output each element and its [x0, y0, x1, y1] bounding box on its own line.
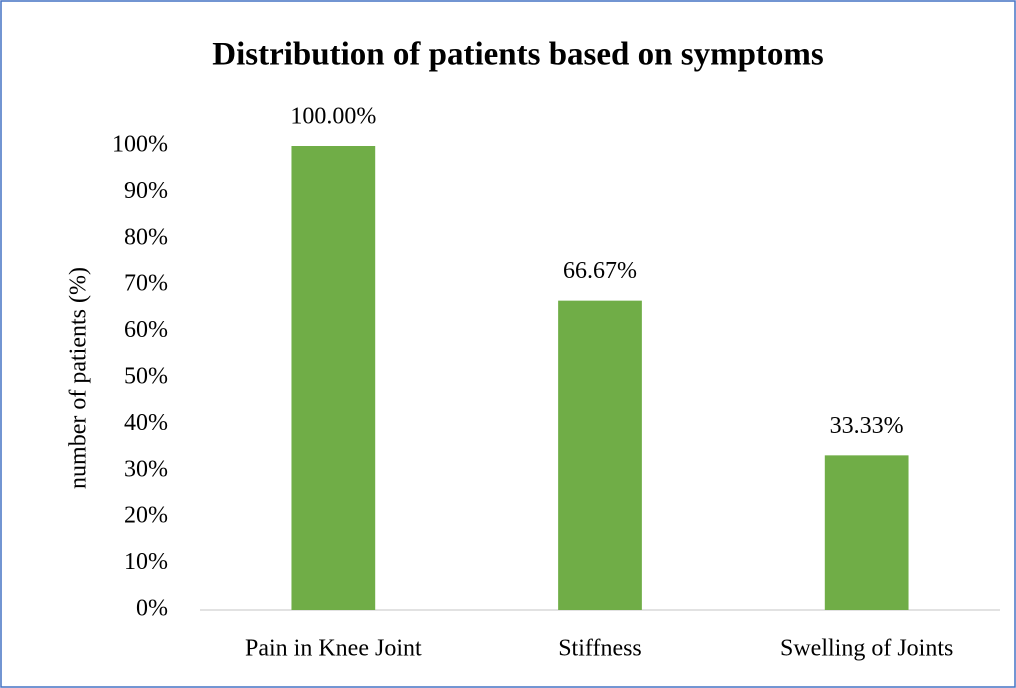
bar [558, 300, 642, 610]
y-tick-label: 10% [124, 549, 168, 575]
y-tick-label: 70% [124, 271, 168, 297]
y-tick-label: 30% [124, 456, 168, 482]
y-tick-label: 20% [124, 503, 168, 529]
y-tick-label: 80% [124, 224, 168, 250]
y-tick-label: 90% [124, 178, 168, 204]
y-tick-label: 50% [124, 364, 168, 390]
x-tick-label: Swelling of Joints [780, 636, 953, 662]
chart-title: Distribution of patients based on sympto… [212, 37, 824, 73]
x-tick-label: Stiffness [558, 636, 642, 662]
data-label: 100.00% [290, 104, 376, 130]
y-axis-label: number of patients (%) [66, 267, 92, 489]
bar [824, 455, 909, 610]
bar [291, 146, 376, 610]
y-tick-label: 40% [124, 410, 168, 436]
data-label: 66.67% [563, 258, 637, 284]
x-tick-label: Pain in Knee Joint [245, 636, 422, 662]
y-tick-label: 0% [136, 596, 168, 622]
data-label: 33.33% [830, 413, 904, 439]
y-tick-label: 100% [112, 132, 168, 158]
y-tick-label: 60% [124, 317, 168, 343]
